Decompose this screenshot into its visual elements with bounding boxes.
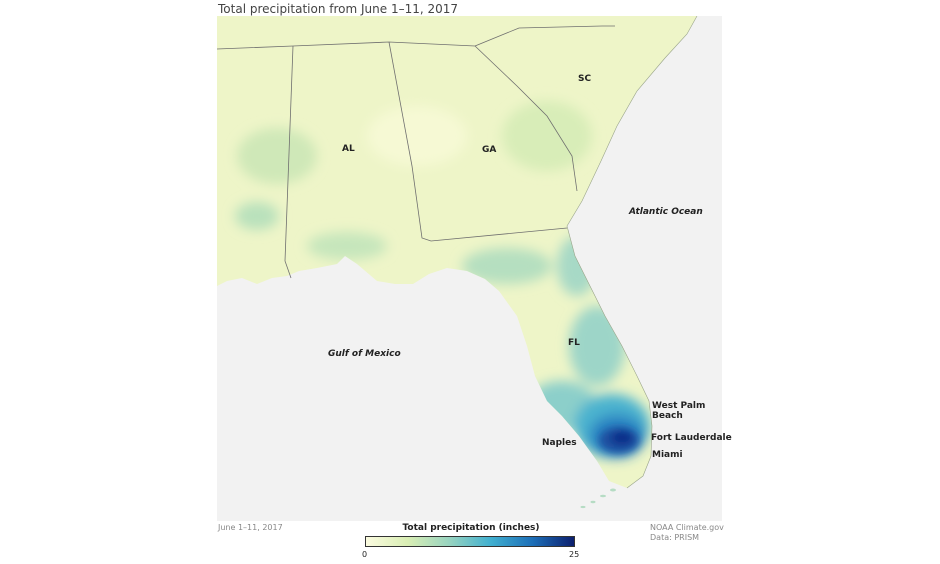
heavy-rain-core	[599, 427, 639, 453]
state-label-fl: FL	[568, 338, 580, 348]
legend-color-bar	[365, 536, 575, 547]
city-label-west-palm-beach: West Palm Beach	[652, 401, 706, 421]
legend-max-label: 25	[569, 550, 580, 559]
coastline	[566, 16, 698, 489]
state-label-sc: SC	[578, 74, 592, 84]
map-title: Total precipitation from June 1–11, 2017	[218, 2, 459, 16]
city-label-fort-lauderdale: Fort Lauderdale	[651, 433, 732, 443]
border-al-ga-fl	[388, 41, 568, 242]
florida-keys	[580, 488, 616, 509]
precipitation-map	[217, 16, 722, 521]
border-ga-sc	[474, 45, 578, 192]
footer-credit: NOAA Climate.gov	[650, 523, 724, 532]
map-canvas	[217, 16, 722, 521]
water-label-gulf: Gulf of Mexico	[328, 349, 401, 359]
border-ms-al	[284, 45, 294, 279]
footer-data-source: Data: PRISM	[650, 533, 700, 542]
legend-title: Total precipitation (inches)	[402, 523, 540, 533]
state-label-ga: GA	[482, 145, 497, 155]
border-tn-line	[217, 41, 476, 50]
water-label-atlantic: Atlantic Ocean	[629, 207, 703, 217]
city-label-miami: Miami	[652, 450, 683, 460]
footer-date: June 1–11, 2017	[218, 523, 283, 532]
state-label-al: AL	[342, 144, 355, 154]
city-label-naples: Naples	[542, 438, 577, 448]
state-borders	[217, 25, 615, 279]
legend-min-label: 0	[362, 550, 368, 559]
border-nc-sc	[474, 25, 615, 47]
